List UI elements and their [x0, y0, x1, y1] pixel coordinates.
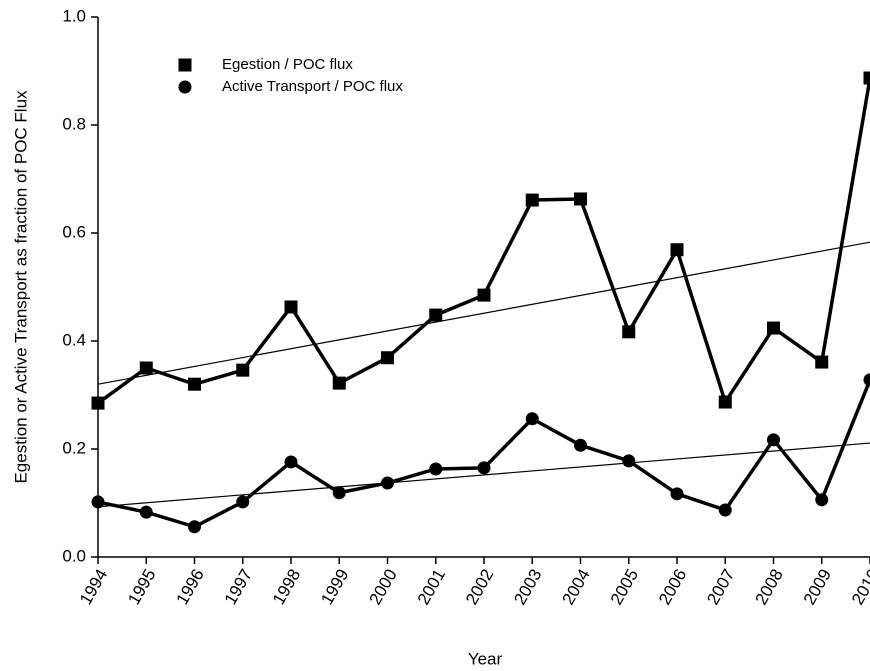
legend-label: Egestion / POC flux	[222, 56, 353, 73]
y-tick-label: 0.8	[62, 114, 86, 133]
x-tick-label: 1999	[317, 566, 352, 608]
x-tick-label: 2000	[365, 566, 400, 608]
data-point	[767, 433, 780, 447]
x-tick-label: 1997	[221, 566, 256, 608]
data-point	[477, 288, 491, 302]
x-tick-label: 1994	[76, 566, 111, 608]
data-point	[284, 455, 298, 469]
data-point	[718, 503, 732, 517]
data-point	[332, 486, 346, 500]
data-point	[139, 505, 153, 519]
data-point	[236, 495, 250, 509]
data-point	[863, 71, 870, 85]
data-point	[332, 376, 346, 390]
trend-line	[97, 442, 870, 508]
legend-label: Active Transport / POC flux	[222, 78, 403, 95]
y-tick-label: 0.0	[62, 546, 86, 565]
x-tick-label: 1996	[172, 566, 207, 608]
x-tick-label: 2001	[414, 566, 449, 608]
x-tick-label: 1995	[124, 566, 159, 608]
series-line	[96, 77, 870, 405]
data-point	[525, 193, 539, 207]
data-point	[236, 363, 250, 377]
data-point	[429, 462, 443, 476]
legend-marker	[178, 80, 192, 94]
data-point	[429, 308, 443, 322]
data-point	[574, 192, 587, 206]
data-point	[525, 412, 539, 426]
x-tick-label: 2008	[751, 566, 786, 608]
data-point	[91, 495, 105, 509]
y-axis-label: Egestion or Active Transport as fraction…	[11, 90, 30, 484]
data-point	[139, 361, 153, 375]
x-tick-label: 2003	[510, 566, 545, 608]
legend-marker	[178, 58, 192, 72]
y-tick-label: 0.6	[62, 222, 86, 241]
x-tick-label: 2005	[607, 566, 642, 608]
x-axis-label: Year	[468, 649, 503, 668]
data-point	[622, 454, 636, 468]
x-tick-label: 2010	[848, 566, 870, 608]
x-tick-label: 2006	[655, 566, 690, 608]
data-point	[381, 351, 394, 365]
x-tick-label: 2007	[703, 566, 738, 608]
data-point	[815, 355, 829, 369]
y-tick-label: 0.2	[62, 438, 86, 457]
y-tick-label: 0.4	[62, 330, 86, 349]
y-tick-label: 1.0	[62, 6, 86, 25]
data-point	[670, 487, 684, 501]
x-tick-label: 1998	[269, 566, 304, 608]
data-point	[91, 396, 105, 410]
x-tick-label: 2009	[800, 566, 835, 608]
trend-line	[97, 241, 870, 385]
x-tick-label: 2004	[558, 566, 593, 608]
series-line	[97, 379, 870, 529]
data-point	[574, 438, 587, 452]
x-tick-label: 2002	[462, 566, 497, 608]
data-point	[767, 321, 780, 335]
data-point	[622, 325, 636, 339]
data-point	[284, 300, 298, 314]
data-point	[815, 493, 829, 507]
data-point	[188, 377, 201, 391]
data-point	[188, 520, 201, 534]
data-point	[863, 373, 870, 387]
data-point	[381, 476, 394, 490]
data-point	[477, 461, 491, 475]
data-point	[670, 243, 684, 257]
data-point	[718, 395, 732, 409]
